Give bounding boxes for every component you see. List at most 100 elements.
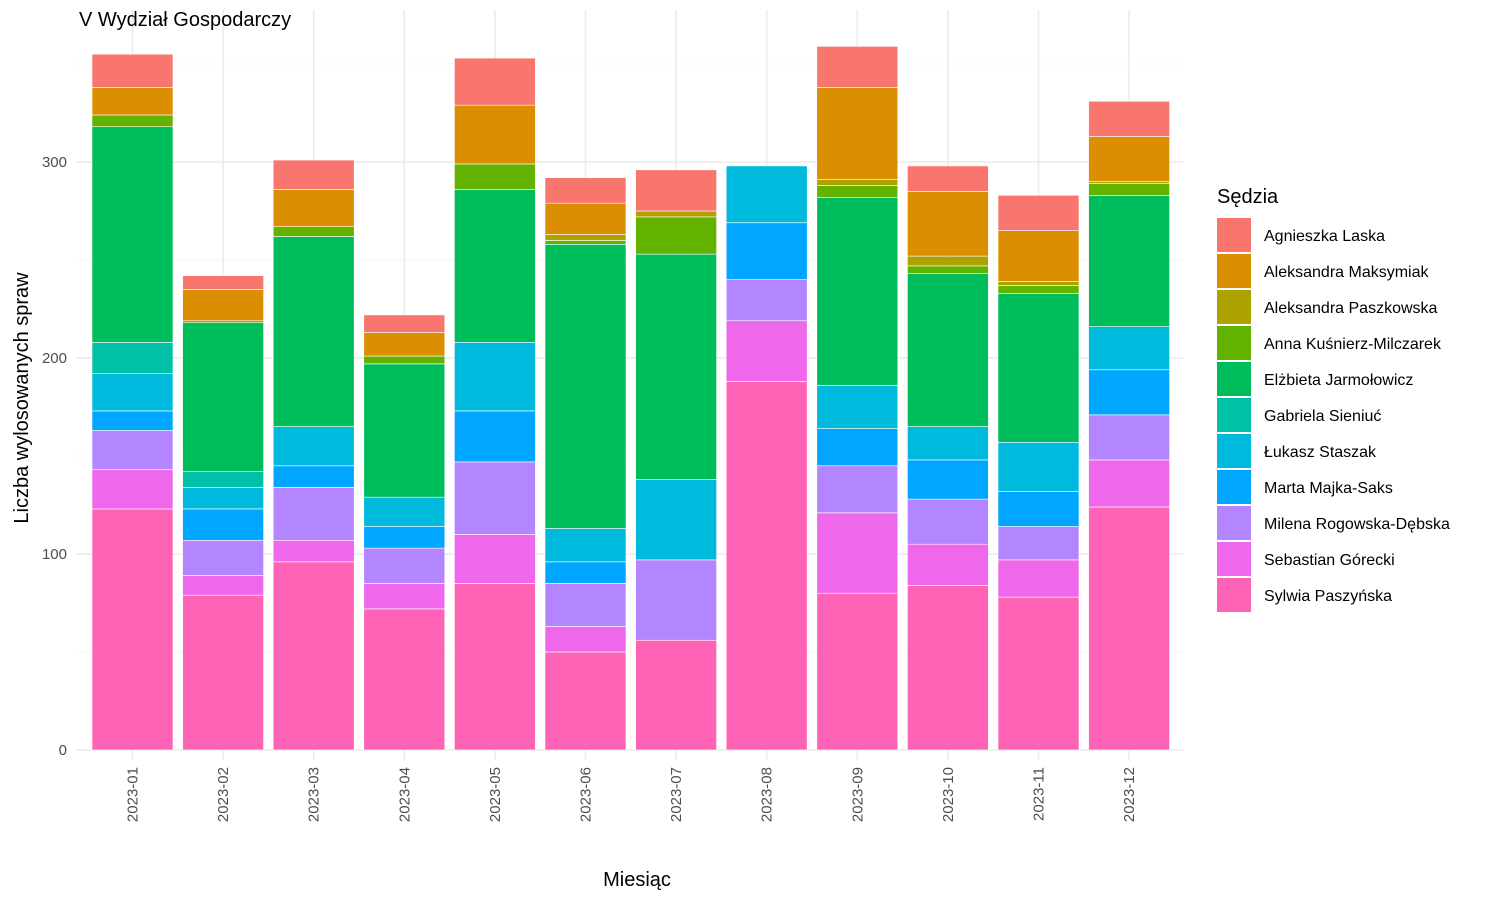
bar-segment xyxy=(997,281,1080,286)
x-tick-label: 2023-02 xyxy=(215,767,232,822)
legend-label: Aleksandra Maksymiak xyxy=(1264,264,1430,281)
bar-segment xyxy=(725,381,808,751)
bar-stack xyxy=(272,159,355,751)
x-tick-label: 2023-12 xyxy=(1121,767,1138,822)
legend-swatch xyxy=(1217,506,1251,540)
bar-segment xyxy=(363,355,446,365)
bar-segment xyxy=(816,512,899,594)
bar-segment xyxy=(635,639,717,751)
bar-segment xyxy=(272,236,355,427)
x-tick-label: 2023-07 xyxy=(668,767,685,822)
bar-segment xyxy=(454,534,536,584)
bar-segment xyxy=(544,561,627,584)
legend-swatch xyxy=(1217,218,1251,252)
legend-swatch xyxy=(1217,578,1251,612)
legend-label: Anna Kuśnierz-Milczarek xyxy=(1264,336,1442,353)
bar-segment xyxy=(272,539,355,563)
bar-segment xyxy=(272,159,355,190)
bar-segment xyxy=(272,465,355,488)
y-axis-title: Liczba wylosowanych spraw xyxy=(11,272,33,524)
bar-segment xyxy=(182,575,264,596)
legend-label: Milena Rogowska-Dębska xyxy=(1264,516,1450,533)
bar-stack xyxy=(1088,100,1170,751)
x-tick-label: 2023-11 xyxy=(1031,767,1048,821)
bar-segment xyxy=(997,596,1080,751)
bar-segment xyxy=(454,189,536,343)
bar-segment xyxy=(544,234,627,241)
bar-segment xyxy=(635,479,717,561)
legend-item: Milena Rogowska-Dębska xyxy=(1217,506,1450,540)
bar-segment xyxy=(454,104,536,165)
bar-segment xyxy=(907,498,989,545)
bar-segment xyxy=(816,385,899,429)
legend-label: Aleksandra Paszkowska xyxy=(1264,300,1438,317)
bar-segment xyxy=(182,487,264,510)
bar-segment xyxy=(907,191,989,257)
bar-segment xyxy=(91,508,174,751)
bar-segment xyxy=(544,177,627,204)
bar-stack xyxy=(635,169,717,751)
bar-segment xyxy=(907,273,989,427)
bar-segment xyxy=(363,547,446,584)
bar-stack xyxy=(363,314,446,751)
bar-segment xyxy=(363,496,446,527)
bar-segment xyxy=(816,46,899,88)
bar-segment xyxy=(635,216,717,255)
y-tick-label: 200 xyxy=(42,350,67,367)
y-tick-label: 100 xyxy=(42,546,67,563)
bar-stack xyxy=(544,177,627,751)
chart-title: V Wydział Gospodarczy xyxy=(79,9,291,31)
legend-label: Marta Majka-Saks xyxy=(1264,480,1393,497)
bar-stack xyxy=(182,275,264,751)
bar-segment xyxy=(182,322,264,472)
bar-segment xyxy=(272,426,355,467)
legend: Sędzia Agnieszka Laska Aleksandra Maksymi… xyxy=(1217,186,1450,612)
bar-segment xyxy=(454,342,536,412)
bar-segment xyxy=(363,608,446,751)
bar-segment xyxy=(1088,459,1170,508)
legend-label: Elżbieta Jarmołowicz xyxy=(1264,372,1413,389)
legend-label: Agnieszka Laska xyxy=(1264,228,1385,245)
bar-segment xyxy=(907,165,989,192)
legend-swatch xyxy=(1217,326,1251,360)
bar-segment xyxy=(635,253,717,480)
bar-segment xyxy=(91,410,174,431)
bar-segment xyxy=(1088,506,1170,751)
bar-segment xyxy=(544,202,627,235)
bar-segment xyxy=(1088,100,1170,137)
bar-segment xyxy=(907,426,989,461)
bar-segment xyxy=(91,114,174,128)
legend-item: Elżbieta Jarmołowicz xyxy=(1217,362,1413,396)
y-axis-ticks: 0 100 200 300 xyxy=(42,154,67,759)
bar-stack xyxy=(454,57,536,751)
legend-swatch xyxy=(1217,398,1251,432)
bar-segment xyxy=(363,526,446,549)
bar-stack xyxy=(725,165,808,751)
y-tick-label: 0 xyxy=(59,742,67,759)
bar-segment xyxy=(363,332,446,357)
bar-segment xyxy=(544,583,627,627)
bar-segment xyxy=(544,240,627,245)
legend-item: Sebastian Górecki xyxy=(1217,542,1395,576)
bar-segment xyxy=(816,592,899,751)
bar-segment xyxy=(997,230,1080,282)
bar-segment xyxy=(91,87,174,116)
legend-swatch xyxy=(1217,362,1251,396)
bar-segment xyxy=(91,126,174,343)
bar-segment xyxy=(1088,369,1170,416)
legend-label: Sebastian Górecki xyxy=(1264,552,1395,569)
bar-segment xyxy=(725,320,808,382)
bar-segment xyxy=(544,626,627,653)
legend-item: Aleksandra Paszkowska xyxy=(1217,290,1438,324)
legend-label: Sylwia Paszyńska xyxy=(1264,588,1392,605)
bar-segment xyxy=(1088,414,1170,461)
bar-segment xyxy=(997,285,1080,294)
bar-segment xyxy=(816,87,899,180)
legend-item: Marta Majka-Saks xyxy=(1217,470,1393,504)
bar-segment xyxy=(272,189,355,227)
bar-segment xyxy=(1088,183,1170,196)
bar-segment xyxy=(182,289,264,322)
bar-stack xyxy=(907,165,989,751)
x-tick-label: 2023-03 xyxy=(306,767,323,822)
